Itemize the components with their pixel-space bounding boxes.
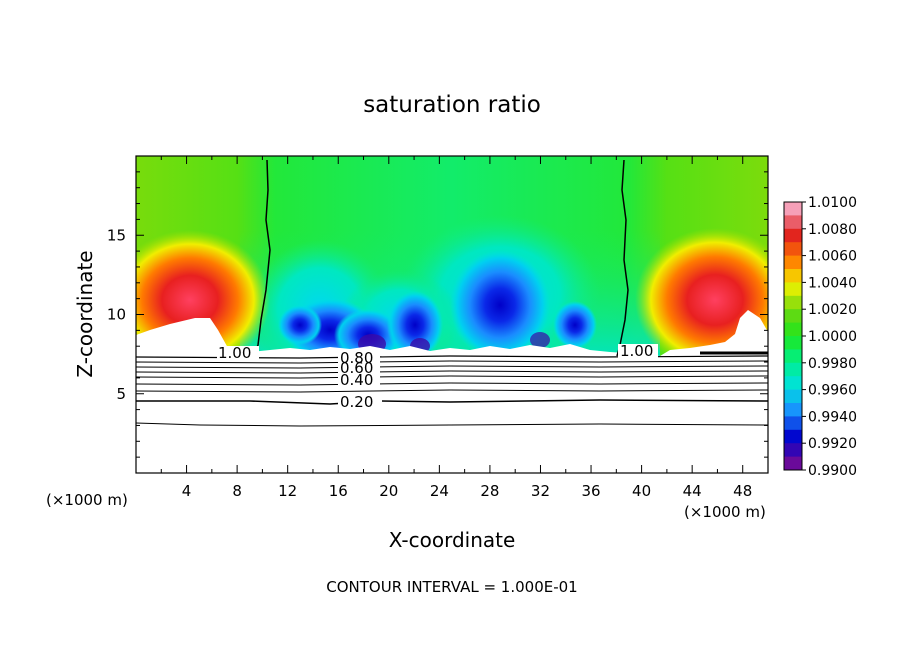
y-axis-ticks: 5 10 15 (107, 171, 768, 458)
x-tick-label: 20 (379, 482, 398, 500)
x-tick-label: 12 (278, 482, 297, 500)
contour-interval-note: CONTOUR INTERVAL = 1.000E-01 (326, 578, 577, 596)
colorbar-band (784, 228, 802, 243)
colorbar-band (784, 215, 802, 230)
x-tick-label: 44 (683, 482, 702, 500)
colorbar-band (784, 282, 802, 297)
colorbar-band (784, 269, 802, 283)
x-axis-ticks: 4 8 12 16 20 24 28 32 36 40 44 48 (160, 156, 752, 500)
x-axis-label: X-coordinate (389, 528, 516, 552)
colorbar-label: 1.0040 (808, 275, 857, 291)
y-tick-label: 15 (107, 226, 126, 244)
colorbar-label: 0.9940 (808, 409, 857, 425)
x-tick-label: 32 (531, 482, 550, 500)
colorbar-band (784, 295, 802, 310)
y-tick-label: 5 (116, 385, 126, 403)
x-tick-label: 4 (182, 482, 192, 500)
colorbar-band (784, 416, 802, 431)
colorbar-label: 0.9980 (808, 356, 857, 372)
y-axis-label: Z-coordinate (73, 250, 97, 377)
colorbar-label: 0.9960 (808, 383, 857, 399)
x-tick-label: 40 (632, 482, 651, 500)
contour-label-0-80: 0.80 (340, 349, 373, 367)
contour-label-0-40: 0.40 (340, 371, 373, 389)
colorbar-band (784, 255, 802, 270)
contour-label-left-1-00: 1.00 (218, 344, 251, 362)
colorbar-label: 1.0020 (808, 302, 857, 318)
colorbar-label: 0.9920 (808, 436, 857, 452)
colorbar-band (784, 202, 802, 216)
colorbar-band (784, 429, 802, 444)
colorbar-band (784, 349, 802, 364)
colorbar-label: 0.9900 (808, 463, 857, 479)
colorbar-band (784, 336, 802, 350)
colorbar-band (784, 309, 802, 324)
colorbar-label: 1.0100 (808, 195, 857, 211)
colorbar-band (784, 362, 802, 377)
colorbar: 1.0100 1.0080 1.0060 1.0040 1.0020 1.0000 0.99… (783, 195, 857, 479)
x-tick-label: 28 (480, 482, 499, 500)
colorbar-band (784, 376, 802, 391)
contour-label-0-60: 0.60 (340, 359, 373, 377)
colorbar-label: 1.0000 (808, 329, 857, 345)
colorbar-label: 1.0080 (808, 222, 857, 238)
x-tick-label: 48 (733, 482, 752, 500)
x-tick-label: 8 (232, 482, 242, 500)
colorbar-band (784, 389, 802, 404)
colorbar-band (784, 456, 802, 471)
plot-area (136, 156, 768, 473)
colorbar-band (784, 322, 802, 337)
x-unit-label-right: (×1000 m) (684, 503, 766, 521)
contour-label-right-1-00: 1.00 (620, 342, 653, 360)
contour-label-0-20: 0.20 (340, 393, 373, 411)
colorbar-band (784, 403, 802, 417)
y-tick-label: 10 (107, 306, 126, 324)
colorbar-label: 1.0060 (808, 249, 857, 265)
colorbar-band (784, 242, 802, 257)
contour-labels: 1.00 0.80 0.60 0.40 0.20 1.00 (217, 342, 658, 411)
x-unit-label-left: (×1000 m) (46, 491, 128, 509)
x-tick-label: 16 (329, 482, 348, 500)
colorbar-band (784, 443, 802, 458)
x-tick-label: 36 (581, 482, 600, 500)
x-tick-label: 24 (430, 482, 449, 500)
chart-title: saturation ratio (363, 92, 541, 118)
